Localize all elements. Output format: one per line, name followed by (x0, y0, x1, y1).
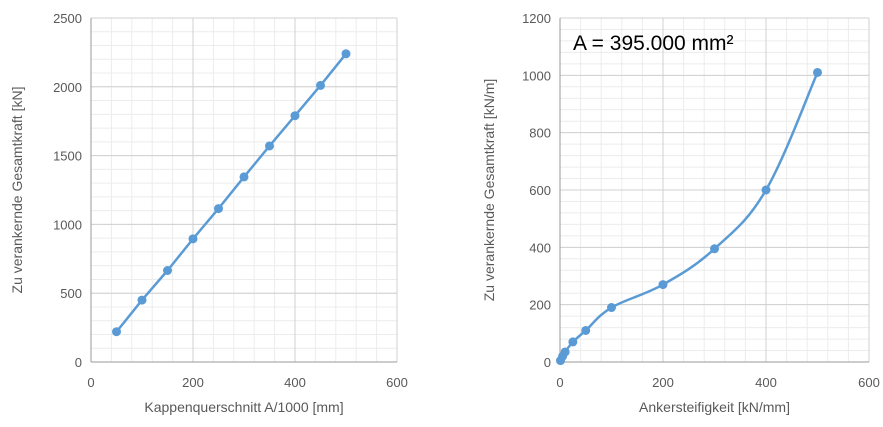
y-tick-label: 1500 (53, 149, 82, 164)
data-point (581, 325, 591, 335)
x-tick-label: 200 (182, 375, 204, 390)
x-tick-label: 400 (284, 375, 306, 390)
y-tick-label: 1000 (53, 217, 82, 232)
series-line (559, 71, 819, 362)
data-point (316, 80, 325, 90)
y-tick-label: 2500 (53, 11, 82, 26)
gridlines (90, 17, 398, 363)
data-point (813, 67, 822, 77)
annotation-text: A = 395.000 mm² (573, 32, 734, 55)
data-point (163, 265, 172, 275)
x-tick-label: 400 (755, 375, 777, 390)
y-tick-label: 600 (529, 183, 551, 198)
series-line (115, 52, 348, 333)
x-tick-label: 600 (858, 375, 880, 390)
data-point (341, 49, 351, 59)
x-axis-title: Ankersteifigkeit [kN/mm] (639, 399, 790, 415)
data-point (658, 280, 668, 290)
chart-left: 0 500 1000 1500 2000 2500 0 200 400 600 Kappenquer… (9, 11, 408, 415)
y-axis-title: Zu verankernde Gesamtkraft [kN/m] (481, 79, 497, 302)
y-tick-label: 0 (544, 355, 551, 370)
y-tick-label: 500 (60, 286, 82, 301)
x-axis-title: Kappenquerschnitt A/1000 [mm] (144, 399, 343, 415)
y-tick-label: 1000 (522, 68, 551, 83)
y-tick-label: 1200 (522, 11, 551, 26)
data-point (188, 234, 198, 244)
data-point (239, 172, 249, 182)
data-point (214, 204, 223, 214)
y-tick-label: 400 (529, 240, 551, 255)
data-point (137, 295, 147, 305)
data-point (761, 185, 771, 195)
y-axis-title: Zu verankernde Gesamtkraft [kN] (9, 87, 25, 294)
chart-right: 0 200 400 600 800 1000 1200 0 200 400 600 Ankerstei… (481, 11, 880, 415)
data-point (607, 303, 616, 313)
x-tick-label: 0 (556, 375, 563, 390)
x-tick-label: 0 (87, 375, 94, 390)
data-point (290, 111, 300, 121)
data-point (710, 244, 719, 254)
gridlines (559, 17, 870, 363)
data-point (112, 327, 121, 337)
y-tick-label: 800 (529, 126, 551, 141)
data-point (265, 141, 274, 151)
x-tick-label: 200 (652, 375, 674, 390)
x-tick-label: 600 (386, 375, 408, 390)
y-tick-label: 200 (529, 298, 551, 313)
data-point (560, 347, 570, 357)
y-tick-label: 2000 (53, 80, 82, 95)
data-point (568, 337, 578, 347)
y-tick-label: 0 (75, 355, 82, 370)
